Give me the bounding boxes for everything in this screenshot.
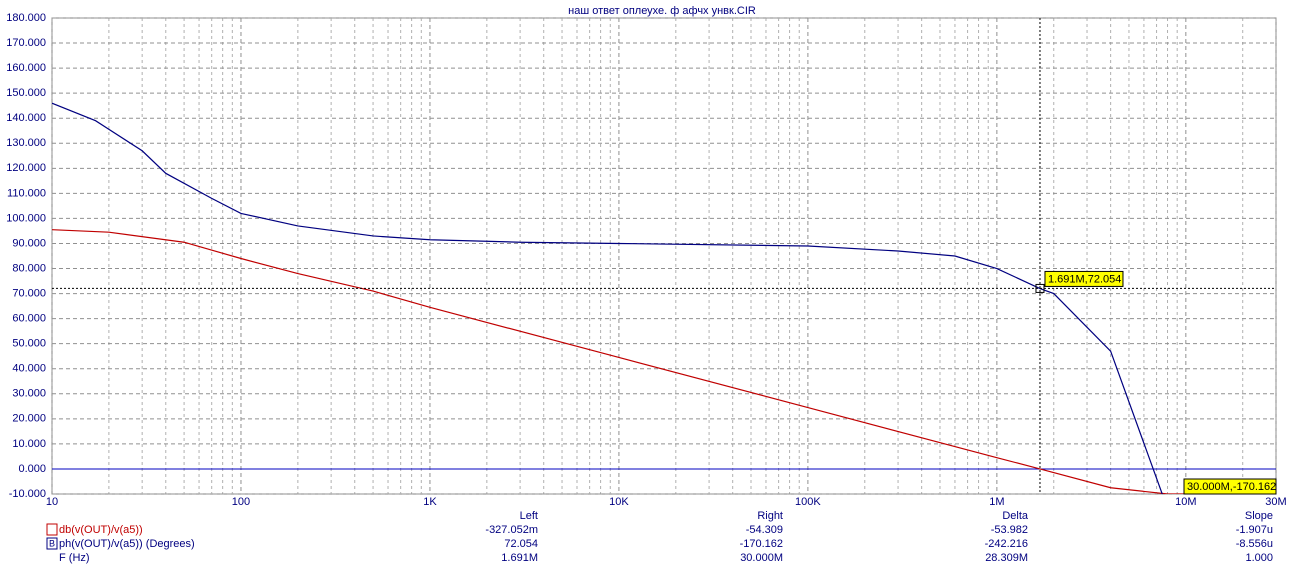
y-tick-label: 90.000 xyxy=(12,237,46,249)
y-tick-label: 50.000 xyxy=(12,338,46,350)
y-tick-label: 160.000 xyxy=(6,62,46,74)
annotation-box xyxy=(1183,478,1277,495)
x-tick-label: 10 xyxy=(46,496,58,508)
readout-value: -53.982 xyxy=(991,524,1028,536)
x-tick-label: 1K xyxy=(423,496,437,508)
traces xyxy=(52,102,1276,494)
readout-value: 1.691M xyxy=(501,552,538,564)
cursor-marker xyxy=(1035,283,1045,293)
readout-label: F (Hz) xyxy=(59,552,90,564)
annotation: 1.691M,72.054 xyxy=(1048,273,1121,285)
y-tick-label: 140.000 xyxy=(6,112,46,124)
y-tick-label: 130.000 xyxy=(6,137,46,149)
readout-header: Delta xyxy=(1002,510,1029,522)
x-tick-label: 30M xyxy=(1265,496,1286,508)
y-tick-label: 70.000 xyxy=(12,287,46,299)
readout-value: -8.556u xyxy=(1236,538,1273,550)
readout-value: -242.216 xyxy=(985,538,1028,550)
y-tick-label: 30.000 xyxy=(12,388,46,400)
y-tick-label: -10.000 xyxy=(9,488,46,500)
annotation-box xyxy=(1044,270,1124,287)
y-tick-label: 0.000 xyxy=(18,463,46,475)
y-tick-label: 100.000 xyxy=(6,212,46,224)
x-tick-label: 10M xyxy=(1175,496,1196,508)
trace-icon: B xyxy=(49,538,55,548)
y-tick-label: 170.000 xyxy=(6,37,46,49)
x-tick-label: 10K xyxy=(609,496,629,508)
x-tick-label: 1M xyxy=(989,496,1004,508)
trace-box xyxy=(46,537,58,550)
readout-value: -170.162 xyxy=(740,538,783,550)
x-tick-label: 100 xyxy=(232,496,250,508)
readout-label: db(v(OUT)/v(a5)) xyxy=(59,524,143,536)
y-tick-label: 40.000 xyxy=(12,363,46,375)
readout-value: 1.000 xyxy=(1245,552,1273,564)
readout-header: Right xyxy=(757,510,783,522)
y-tick-label: 60.000 xyxy=(12,313,46,325)
readout-value: 28.309M xyxy=(985,552,1028,564)
x-tick-label: 100K xyxy=(795,496,821,508)
annotation: 30.000M,-170.162 xyxy=(1187,481,1276,493)
y-tick-label: 110.000 xyxy=(7,187,46,199)
trace-line xyxy=(52,229,1276,494)
plot-area xyxy=(51,17,1277,495)
readout-value: -327.052m xyxy=(485,524,538,536)
y-tick-label: 120.000 xyxy=(6,162,46,174)
readout-value: 72.054 xyxy=(504,538,538,550)
y-tick-label: 80.000 xyxy=(12,262,46,274)
readout-value: -1.907u xyxy=(1236,524,1273,536)
readout-header: Left xyxy=(520,510,538,522)
readout-label: ph(v(OUT)/v(a5)) (Degrees) xyxy=(59,538,195,550)
readout-header: Slope xyxy=(1245,510,1273,522)
readout-value: -54.309 xyxy=(746,524,783,536)
y-tick-label: 150.000 xyxy=(6,87,46,99)
y-tick-label: 180.000 xyxy=(6,12,46,24)
trace-line xyxy=(52,102,1163,494)
readout-value: 30.000M xyxy=(740,552,783,564)
y-tick-label: 10.000 xyxy=(12,438,46,450)
chart-title: наш ответ оплеухе. ф афчх унвк.CIR xyxy=(568,5,756,17)
trace-box xyxy=(46,523,58,536)
y-tick-label: 20.000 xyxy=(12,413,46,425)
